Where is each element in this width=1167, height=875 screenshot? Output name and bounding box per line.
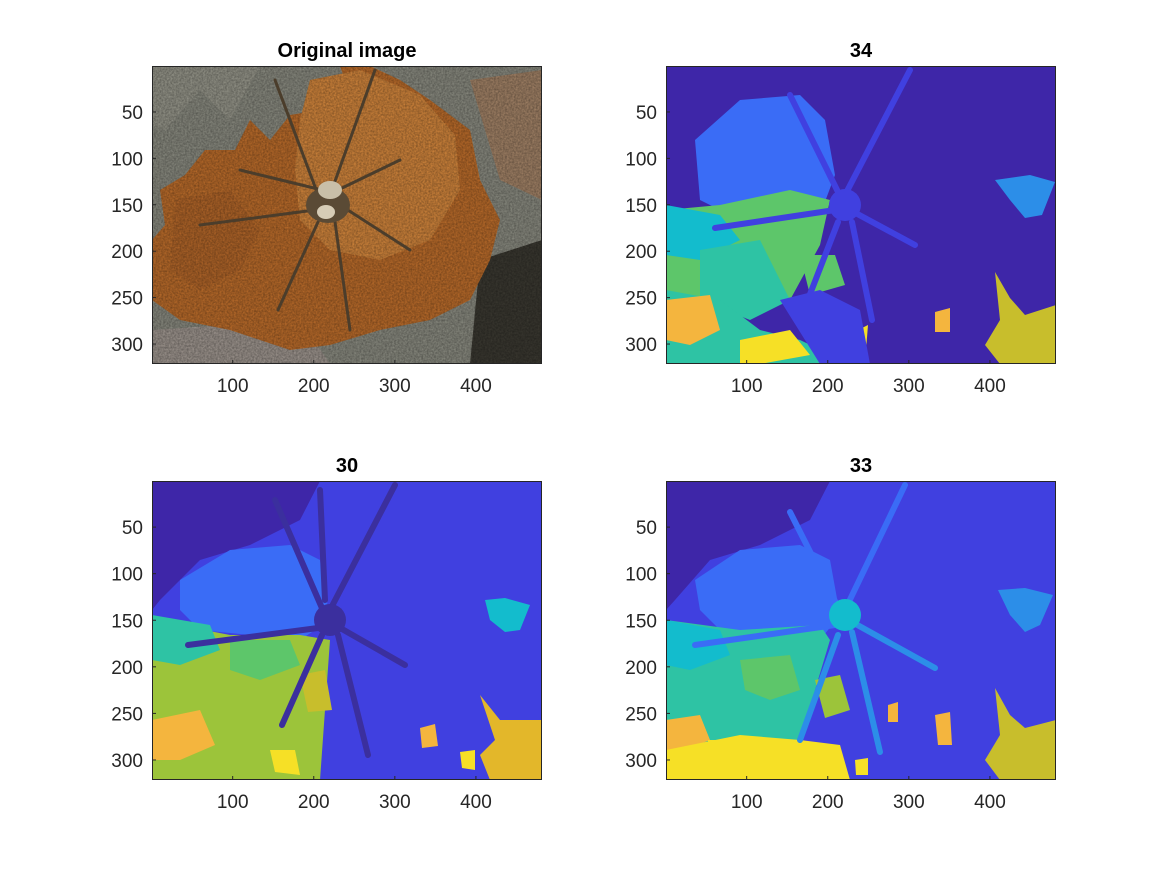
segmentation-33: [666, 481, 1056, 780]
x-tick-label: 400: [460, 376, 492, 397]
x-tick-label: 300: [893, 376, 925, 397]
x-tick-label: 400: [974, 792, 1006, 813]
y-tick-label: 250: [111, 289, 143, 310]
y-tick-label: 150: [111, 196, 143, 217]
y-tick-label: 250: [111, 704, 143, 725]
tick-group-30: 100 200 300 400 50 100 150 200 250 300: [111, 518, 491, 813]
y-tick-label: 250: [625, 289, 657, 310]
x-tick-label: 200: [298, 376, 330, 397]
x-tick-label: 300: [379, 376, 411, 397]
axes-original-image: Original image: [111, 40, 542, 397]
x-tick-label: 200: [298, 792, 330, 813]
tick-group-33: 100 200 300 400 50 100 150 200 250 300: [625, 518, 1005, 813]
y-tick-label: 100: [625, 149, 657, 170]
y-tick-label: 100: [111, 149, 143, 170]
x-tick-label: 300: [379, 792, 411, 813]
tick-group-34: 100 200 300 400 50 100 150 200 250 300: [625, 103, 1005, 397]
spider-segment-33: [692, 482, 938, 755]
x-tick-label: 400: [460, 792, 492, 813]
title-34: 34: [850, 40, 873, 62]
axes-segmentation-33: 33: [625, 455, 1056, 813]
x-tick-label: 200: [812, 792, 844, 813]
x-tick-label: 200: [812, 376, 844, 397]
y-tick-label: 300: [111, 751, 143, 772]
axes-box-30: [152, 481, 542, 780]
y-tick-label: 50: [122, 518, 143, 539]
y-tick-label: 300: [625, 751, 657, 772]
y-tick-label: 200: [625, 658, 657, 679]
axes-box-34: [666, 66, 1056, 364]
axes-segmentation-34: 34 100 20: [625, 40, 1056, 397]
y-tick-label: 150: [625, 611, 657, 632]
axes-box-original: [152, 66, 542, 364]
y-tick-label: 200: [625, 242, 657, 263]
x-tick-label: 100: [731, 792, 763, 813]
x-tick-label: 100: [731, 376, 763, 397]
y-tick-label: 150: [625, 196, 657, 217]
axes-segmentation-30: 30 100: [111, 455, 542, 813]
y-tick-label: 50: [636, 518, 657, 539]
title-original: Original image: [278, 40, 417, 62]
title-30: 30: [336, 455, 358, 477]
y-tick-label: 100: [111, 565, 143, 586]
spider-shape: [198, 68, 412, 332]
y-tick-label: 150: [111, 611, 143, 632]
x-tick-label: 100: [217, 792, 249, 813]
segmentation-34: [666, 66, 1056, 364]
spider-segment-30: [185, 482, 408, 758]
x-tick-label: 400: [974, 376, 1006, 397]
y-tick-label: 100: [625, 565, 657, 586]
y-tick-label: 300: [111, 335, 143, 356]
y-tick-label: 50: [122, 103, 143, 124]
x-tick-label: 300: [893, 792, 925, 813]
x-tick-label: 100: [217, 376, 249, 397]
y-tick-label: 50: [636, 103, 657, 124]
tick-group-original: 100 200 300 400 50 100 150 200 250 300: [111, 103, 491, 397]
y-tick-label: 200: [111, 242, 143, 263]
y-tick-label: 300: [625, 335, 657, 356]
y-tick-label: 200: [111, 658, 143, 679]
segmentation-30: [152, 481, 542, 780]
y-tick-label: 250: [625, 704, 657, 725]
photo-original: [152, 66, 542, 364]
spider-segment-34: [712, 67, 918, 323]
title-33: 33: [850, 455, 872, 477]
axes-box-33: [666, 481, 1056, 780]
